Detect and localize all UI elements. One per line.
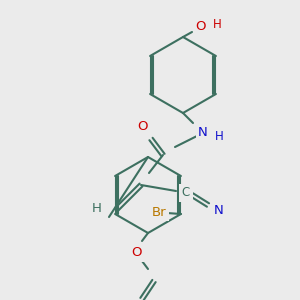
Text: N: N [198, 127, 208, 140]
Text: H: H [213, 19, 221, 32]
Text: Br: Br [152, 206, 166, 218]
Text: H: H [92, 202, 102, 215]
Text: H: H [214, 130, 224, 142]
Text: C: C [182, 187, 190, 200]
Text: O: O [131, 247, 141, 260]
Text: O: O [138, 121, 148, 134]
Text: N: N [214, 203, 224, 217]
Text: O: O [196, 20, 206, 34]
